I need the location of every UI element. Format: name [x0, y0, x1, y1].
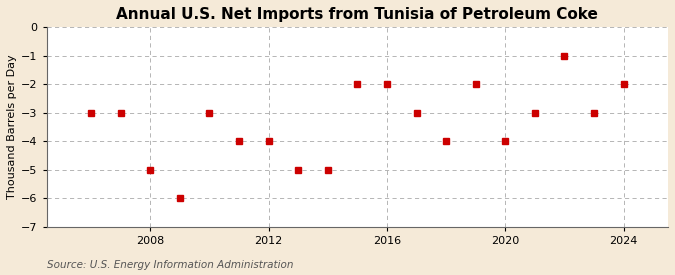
- Title: Annual U.S. Net Imports from Tunisia of Petroleum Coke: Annual U.S. Net Imports from Tunisia of …: [116, 7, 598, 22]
- Text: Source: U.S. Energy Information Administration: Source: U.S. Energy Information Administ…: [47, 260, 294, 270]
- Y-axis label: Thousand Barrels per Day: Thousand Barrels per Day: [7, 55, 17, 199]
